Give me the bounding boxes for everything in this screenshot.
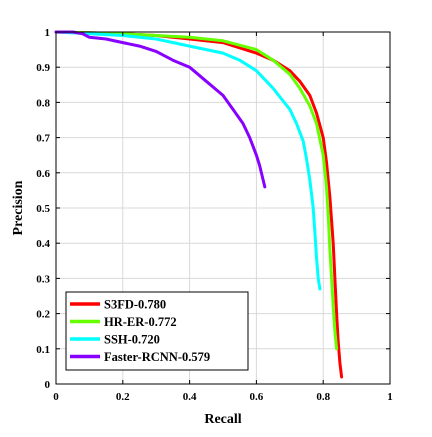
x-tick-label: 0.8 bbox=[316, 391, 330, 403]
x-tick-label: 0.6 bbox=[250, 391, 264, 403]
y-tick-label: 0 bbox=[45, 379, 51, 391]
x-tick-label: 0.4 bbox=[183, 391, 197, 403]
series-line-3 bbox=[54, 30, 267, 189]
y-tick-label: 0.7 bbox=[36, 133, 50, 145]
grid-lines bbox=[56, 32, 390, 384]
legend: S3FD-0.780 HR-ER-0.772 SSH-0.720 Faster-RCN… bbox=[65, 291, 249, 371]
series-line-1 bbox=[54, 30, 339, 351]
legend-entry-0: S3FD-0.780 bbox=[104, 298, 166, 312]
x-tick-label: 0 bbox=[53, 391, 59, 403]
legend-entry-2: SSH-0.720 bbox=[104, 333, 160, 347]
y-tick-label: 0.5 bbox=[36, 203, 50, 215]
y-tick-label: 0.8 bbox=[36, 97, 50, 109]
y-tick-label: 0.4 bbox=[36, 238, 50, 250]
y-tick-label: 0.1 bbox=[36, 344, 50, 356]
x-axis-label: Recall bbox=[204, 412, 241, 427]
legend-entry-1: HR-ER-0.772 bbox=[104, 315, 177, 329]
series-lines bbox=[54, 30, 344, 379]
y-tick-label: 0.6 bbox=[36, 168, 50, 180]
axis-ticks: 0 0.2 0.4 0.6 0.8 1 0 0.1 0.2 0.3 0.4 0.5 0.6 0.7 0.8 0… bbox=[36, 27, 393, 403]
y-tick-label: 0.9 bbox=[36, 62, 50, 74]
series-line-2 bbox=[54, 30, 322, 291]
y-axis-label: Precision bbox=[11, 180, 26, 235]
y-tick-label: 0.2 bbox=[36, 309, 50, 321]
x-tick-label: 0.2 bbox=[116, 391, 130, 403]
y-tick-label: 1 bbox=[45, 27, 51, 39]
x-tick-label: 1 bbox=[387, 391, 393, 403]
y-tick-label: 0.3 bbox=[36, 273, 50, 285]
legend-entry-3: Faster-RCNN-0.579 bbox=[104, 350, 210, 364]
